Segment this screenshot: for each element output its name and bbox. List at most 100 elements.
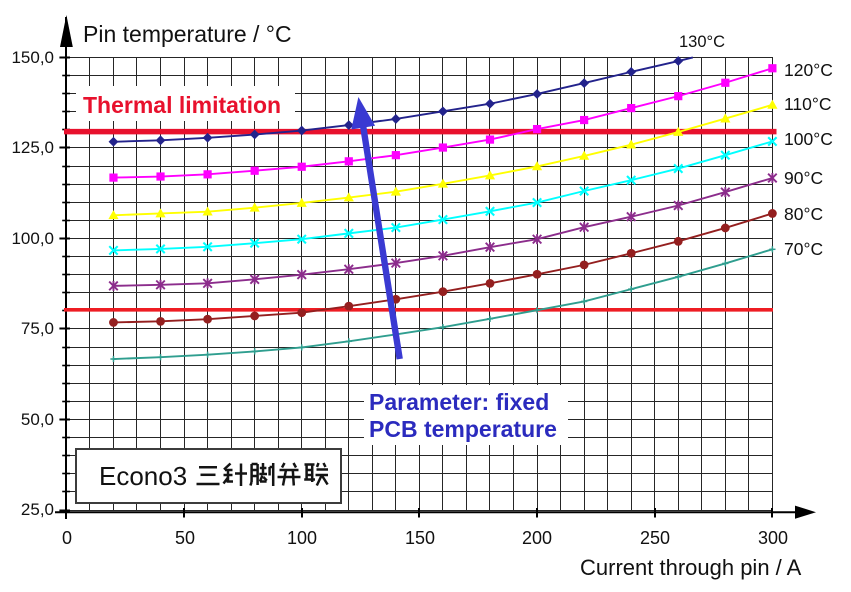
marker-triangle — [390, 186, 401, 196]
marker-asterisk — [390, 258, 401, 269]
marker-asterisk — [437, 250, 448, 261]
marker-triangle — [296, 197, 307, 207]
x-tick-label-250: 250 — [639, 528, 671, 548]
cjk-stroke — [315, 474, 324, 487]
marker-x — [626, 175, 637, 186]
marker-diamond — [485, 98, 495, 109]
series-label-120C: 120°C — [784, 60, 833, 80]
marker-triangle — [673, 126, 684, 136]
marker-diamond — [532, 89, 542, 99]
marker-x — [108, 245, 119, 256]
cjk-stroke — [249, 481, 253, 486]
marker-asterisk — [720, 187, 731, 198]
marker-triangle — [626, 139, 637, 149]
marker-circle — [438, 287, 448, 297]
marker-diamond — [202, 132, 213, 143]
series-label-70C: 70°C — [784, 239, 824, 259]
y-tick-label-100: 100,0 — [11, 229, 54, 248]
marker-square — [109, 173, 118, 182]
marker-x — [437, 214, 448, 225]
marker-circle — [203, 314, 212, 324]
econo3-label-cjk-glyphs — [196, 462, 329, 487]
x-tick-label-50: 50 — [174, 528, 196, 548]
marker-square — [721, 78, 730, 87]
marker-asterisk — [485, 242, 495, 253]
parameter-arrow-shaft — [360, 126, 403, 360]
marker-circle — [109, 318, 118, 327]
parameter-note: Parameter: fixed PCB temperature — [364, 385, 568, 445]
marker-x — [202, 241, 213, 252]
marker-triangle — [249, 202, 260, 212]
cjk-stroke — [322, 462, 327, 468]
marker-diamond — [438, 106, 448, 117]
marker-circle — [579, 260, 589, 270]
marker-circle — [532, 269, 542, 279]
marker-x — [579, 186, 590, 196]
marker-asterisk — [673, 200, 684, 211]
thermal-limitation-label: Thermal limitation — [76, 86, 295, 121]
y-axis-arrowhead — [60, 15, 73, 47]
marker-triangle — [531, 161, 543, 171]
marker-square — [485, 135, 495, 144]
marker-asterisk — [296, 269, 307, 280]
marker-square — [156, 172, 165, 181]
marker-diamond — [155, 135, 166, 146]
x-tick-label-200: 200 — [521, 528, 553, 548]
marker-square — [674, 92, 683, 101]
marker-x — [249, 238, 260, 249]
cjk-stroke — [223, 462, 232, 471]
series-label-80C: 80°C — [784, 204, 824, 224]
marker-square — [297, 162, 306, 171]
marker-circle — [297, 308, 307, 318]
marker-triangle — [484, 170, 496, 180]
marker-x — [296, 234, 307, 245]
cjk-stroke — [222, 476, 230, 485]
marker-x — [485, 206, 495, 217]
marker-diamond — [673, 56, 684, 66]
marker-square — [344, 157, 353, 166]
marker-diamond — [296, 125, 307, 136]
parameter-arrow-head — [351, 97, 376, 130]
series-label-130C: 130°C — [678, 33, 726, 51]
series-label-110C: 110°C — [784, 94, 832, 114]
marker-asterisk — [343, 264, 354, 275]
marker-circle — [485, 278, 495, 288]
y-tick-label-75: 75,0 — [20, 319, 54, 338]
econo3-label-latin: Econo3 — [99, 460, 188, 491]
marker-triangle — [155, 208, 166, 218]
marker-x — [767, 136, 778, 147]
cjk-stroke — [262, 476, 268, 482]
marker-square — [627, 103, 636, 113]
marker-diamond — [579, 78, 590, 89]
marker-asterisk — [155, 279, 166, 290]
cjk-stroke — [281, 462, 286, 469]
y-tick-label-25: 25,0 — [20, 500, 54, 519]
marker-square — [250, 166, 259, 175]
marker-square — [391, 151, 400, 160]
series-line-130°C — [113, 56, 694, 143]
marker-square — [768, 64, 777, 73]
marker-asterisk — [767, 173, 778, 183]
marker-triangle — [108, 210, 119, 220]
marker-circle — [720, 223, 730, 233]
x-tick-label-0: 0 — [61, 528, 72, 548]
marker-diamond — [626, 66, 637, 77]
marker-diamond — [390, 114, 401, 124]
marker-square — [203, 170, 212, 179]
cjk-stroke — [316, 462, 320, 468]
marker-triangle — [767, 99, 778, 109]
x-axis-title: Current through pin / A — [580, 555, 802, 580]
marker-x — [155, 243, 166, 254]
marker-asterisk — [532, 234, 543, 245]
marker-square — [532, 124, 542, 134]
x-tick-label-100: 100 — [286, 528, 318, 548]
x-axis-arrowhead — [795, 505, 816, 519]
marker-x — [720, 150, 731, 161]
marker-triangle — [720, 113, 731, 123]
marker-triangle — [343, 192, 354, 202]
marker-x — [390, 222, 401, 233]
marker-circle — [626, 248, 636, 258]
y-tick-label-150: 150,0 — [11, 48, 54, 67]
